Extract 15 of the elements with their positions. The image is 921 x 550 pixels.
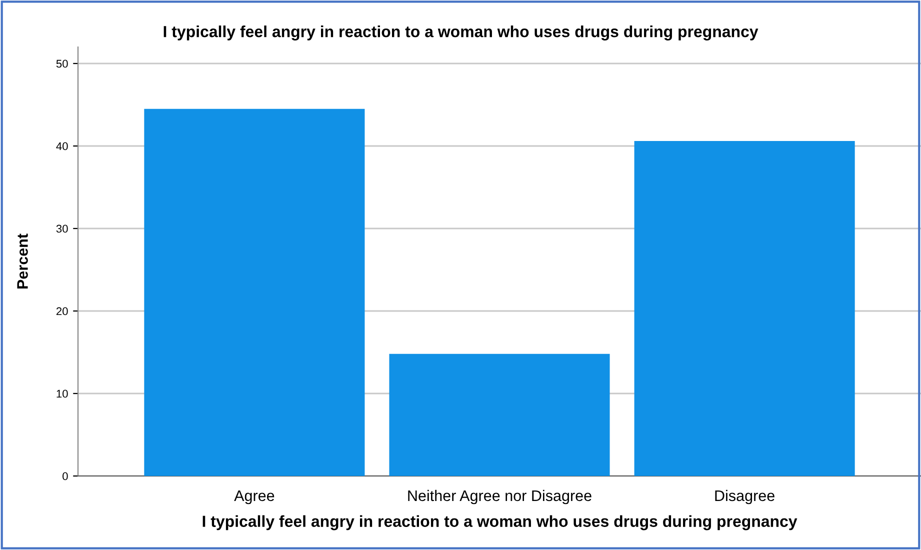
x-tick-label: Neither Agree nor Disagree xyxy=(408,490,592,504)
y-tick-label: 40 xyxy=(56,142,68,150)
y-tick-label: 50 xyxy=(56,60,68,68)
bar xyxy=(634,141,855,476)
y-axis-title: Percent xyxy=(17,234,28,288)
x-tick-label: Disagree xyxy=(715,490,774,504)
x-axis-title: I typically feel angry in reaction to a woman who uses drugs during pregnancy xyxy=(202,515,798,530)
y-tick-label: 10 xyxy=(56,390,68,398)
y-tick-label: 20 xyxy=(56,307,68,316)
y-tick-label: 30 xyxy=(56,224,68,233)
x-tick-label: Agree xyxy=(234,490,274,504)
bar xyxy=(389,354,610,476)
bar xyxy=(144,108,365,476)
y-tick-label: 0 xyxy=(62,472,68,480)
chart-title: I typically feel angry in reaction to a woman who uses drugs during pregnancy xyxy=(164,26,758,40)
